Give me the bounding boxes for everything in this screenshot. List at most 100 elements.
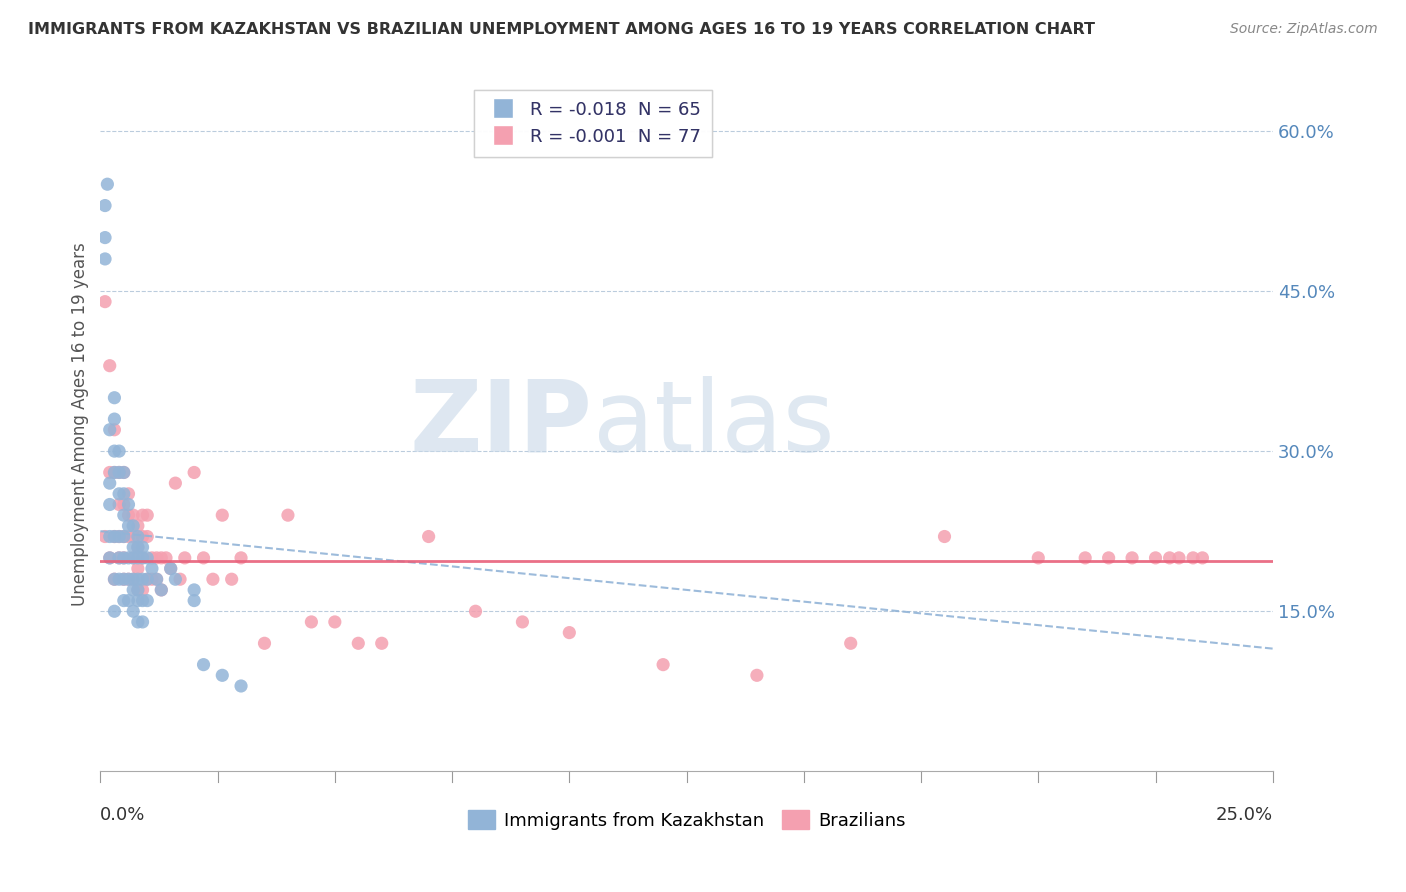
Point (1074, 550, 1097, 565)
Point (141, 561, 163, 575)
Point (112, 593, 135, 607)
Point (347, 636, 370, 650)
Point (512, 615, 534, 629)
Point (1191, 550, 1213, 565)
Point (117, 550, 139, 565)
Point (98, 359, 121, 373)
Point (122, 550, 145, 565)
Point (117, 487, 139, 501)
Text: ZIP: ZIP (411, 376, 593, 473)
Point (464, 604, 486, 618)
Point (745, 668, 768, 682)
Point (1098, 550, 1121, 565)
Point (136, 593, 159, 607)
Point (103, 412, 125, 426)
Point (98, 550, 121, 565)
Point (127, 550, 149, 565)
Point (94, 230, 117, 244)
Point (127, 572, 149, 586)
Point (1026, 550, 1049, 565)
Point (1168, 550, 1191, 565)
Point (131, 540, 153, 554)
Text: 25.0%: 25.0% (1216, 806, 1272, 824)
Point (108, 550, 131, 565)
Point (117, 519, 139, 533)
Point (299, 615, 322, 629)
Text: Source: ZipAtlas.com: Source: ZipAtlas.com (1230, 22, 1378, 37)
Point (183, 582, 205, 597)
Point (127, 529, 149, 543)
Point (211, 508, 233, 523)
Point (117, 498, 139, 512)
Point (1144, 550, 1167, 565)
Point (229, 550, 252, 565)
Point (193, 657, 215, 672)
Point (150, 582, 173, 597)
Point (159, 561, 181, 575)
Point (201, 572, 224, 586)
Point (112, 550, 135, 565)
Point (131, 508, 153, 523)
Point (131, 572, 153, 586)
Point (141, 572, 163, 586)
Point (136, 508, 159, 523)
Point (108, 498, 131, 512)
Point (103, 572, 125, 586)
Point (165, 572, 187, 586)
Point (173, 550, 195, 565)
Point (136, 550, 159, 565)
Point (103, 444, 125, 458)
Point (371, 636, 394, 650)
Point (131, 529, 153, 543)
Point (122, 550, 145, 565)
Point (103, 466, 125, 480)
Point (103, 391, 125, 405)
Point (112, 466, 135, 480)
Point (122, 572, 145, 586)
Point (98, 466, 121, 480)
Point (253, 636, 276, 650)
Point (136, 572, 159, 586)
Point (131, 550, 153, 565)
Point (150, 550, 173, 565)
Point (94, 529, 117, 543)
Point (323, 615, 346, 629)
Point (122, 508, 145, 523)
Point (96, 178, 118, 192)
Point (117, 572, 139, 586)
Point (145, 572, 167, 586)
Point (127, 519, 149, 533)
Point (127, 540, 149, 554)
Point (136, 529, 159, 543)
Point (112, 572, 135, 586)
Point (117, 593, 139, 607)
Point (122, 604, 145, 618)
Point (94, 198, 117, 212)
Point (103, 572, 125, 586)
Point (112, 487, 135, 501)
Point (229, 679, 252, 693)
Legend: R = -0.018  N = 65, R = -0.001  N = 77: R = -0.018 N = 65, R = -0.001 N = 77 (474, 90, 711, 157)
Point (112, 550, 135, 565)
Point (98, 550, 121, 565)
Point (1121, 550, 1143, 565)
Point (127, 582, 149, 597)
Point (211, 668, 233, 682)
Point (127, 561, 149, 575)
Point (117, 529, 139, 543)
Point (94, 252, 117, 266)
Point (112, 498, 135, 512)
Point (127, 540, 149, 554)
Point (839, 636, 862, 650)
Point (98, 529, 121, 543)
Point (169, 572, 191, 586)
Point (183, 466, 205, 480)
Point (122, 540, 145, 554)
Point (108, 550, 131, 565)
Point (131, 582, 153, 597)
Point (652, 657, 675, 672)
Point (108, 466, 131, 480)
Point (98, 498, 121, 512)
Point (94, 294, 117, 309)
Point (103, 529, 125, 543)
